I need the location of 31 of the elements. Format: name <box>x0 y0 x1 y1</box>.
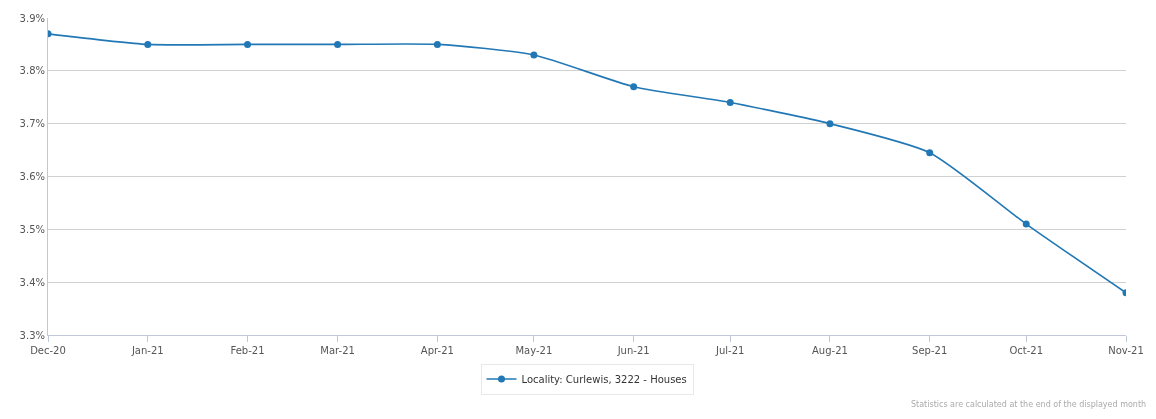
point <box>433 40 441 48</box>
x-tick-label: Apr-21 <box>420 345 454 356</box>
x-tick-label: Oct-21 <box>1009 345 1044 356</box>
y-tick-label: 3.7% <box>19 118 45 130</box>
text: Statistics are calculated at the end of the displayed month <box>911 400 1147 409</box>
x-tick-label: Dec-20 <box>30 345 66 356</box>
x-tick-label: May-21 <box>515 345 553 356</box>
point <box>926 149 934 157</box>
point <box>144 40 152 48</box>
y-tick-label: 3.5% <box>19 223 45 235</box>
x-tick-label: Mar-21 <box>320 345 355 356</box>
x-tick-label: Jul-21 <box>715 345 745 356</box>
y-tick-label: 3.8% <box>19 65 45 77</box>
x-tick-label: Nov-21 <box>1108 345 1144 356</box>
x-tick-label: Jan-21 <box>130 345 164 356</box>
y-tick-label: 3.9% <box>19 12 45 24</box>
point <box>630 83 638 91</box>
x-tick-label: Jun-21 <box>616 345 650 356</box>
point <box>826 120 834 128</box>
x-tick-label: Aug-21 <box>812 345 848 356</box>
legend-label: Locality: Curlewis, 3222 - Houses <box>521 373 687 385</box>
point <box>530 51 538 59</box>
x-tick-label: Sep-21 <box>912 345 948 356</box>
point <box>244 40 252 48</box>
x-tick-label: Feb-21 <box>230 345 265 356</box>
point <box>334 40 342 48</box>
y-tick-label: 3.3% <box>19 329 45 341</box>
y-tick-label: 3.4% <box>19 276 45 288</box>
point <box>726 99 734 107</box>
y-tick-label: 3.6% <box>19 171 45 182</box>
point <box>1022 220 1030 228</box>
